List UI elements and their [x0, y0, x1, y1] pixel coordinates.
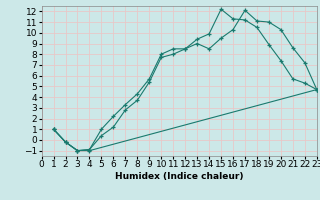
X-axis label: Humidex (Indice chaleur): Humidex (Indice chaleur) [115, 172, 244, 181]
